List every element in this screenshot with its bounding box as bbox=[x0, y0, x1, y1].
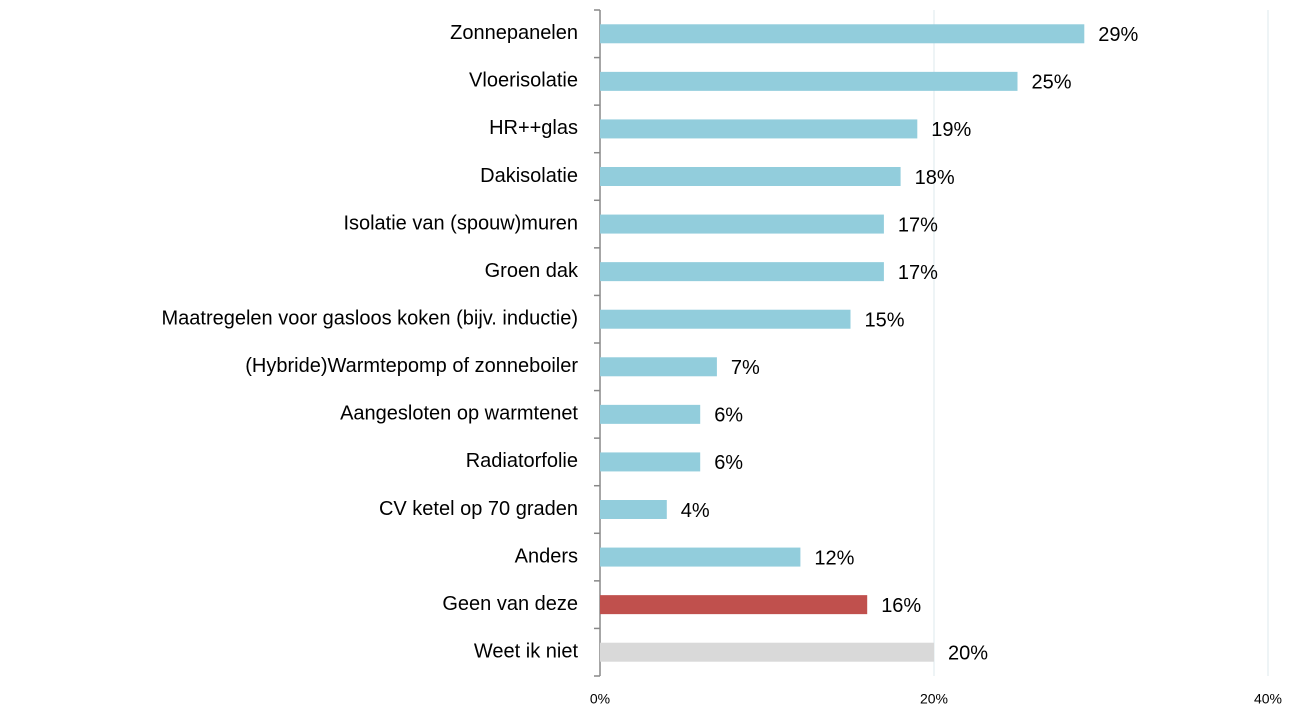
category-label: HR++glas bbox=[489, 117, 578, 139]
bar bbox=[600, 24, 1085, 44]
value-label: 18% bbox=[915, 167, 955, 189]
category-label: Maatregelen voor gasloos koken (bijv. in… bbox=[161, 307, 578, 329]
category-label: Dakisolatie bbox=[480, 165, 578, 187]
category-label: CV ketel op 70 graden bbox=[379, 498, 578, 520]
category-label: Aangesloten op warmtenet bbox=[340, 403, 578, 425]
bar bbox=[600, 71, 1018, 91]
category-label: Isolatie van (spouw)muren bbox=[343, 212, 578, 234]
value-label: 6% bbox=[714, 405, 743, 427]
bar bbox=[600, 547, 801, 567]
category-label: Zonnepanelen bbox=[450, 22, 578, 44]
bar bbox=[600, 452, 701, 472]
x-tick-label: 0% bbox=[590, 691, 610, 707]
category-label: Weet ik niet bbox=[474, 640, 579, 662]
value-label: 7% bbox=[731, 357, 760, 379]
bar bbox=[600, 167, 901, 186]
value-label: 15% bbox=[865, 309, 905, 331]
value-label: 29% bbox=[1098, 24, 1138, 46]
bar bbox=[600, 500, 667, 519]
bar bbox=[600, 595, 868, 615]
bar bbox=[600, 262, 884, 282]
value-label: 19% bbox=[931, 119, 971, 141]
bar bbox=[600, 642, 934, 662]
value-label: 17% bbox=[898, 214, 938, 236]
category-label: Geen van deze bbox=[442, 593, 578, 615]
value-label: 12% bbox=[814, 547, 854, 569]
value-label: 17% bbox=[898, 262, 938, 284]
value-label: 25% bbox=[1032, 72, 1072, 94]
bar bbox=[600, 309, 851, 329]
value-label: 20% bbox=[948, 642, 988, 664]
category-label: Vloerisolatie bbox=[469, 70, 578, 92]
category-label: Groen dak bbox=[485, 260, 579, 282]
category-label: Anders bbox=[515, 545, 578, 567]
value-label: 4% bbox=[681, 500, 710, 522]
x-tick-label: 40% bbox=[1254, 691, 1282, 707]
category-label: Radiatorfolie bbox=[466, 450, 578, 472]
bar bbox=[600, 404, 701, 424]
bar bbox=[600, 214, 884, 234]
bar bbox=[600, 119, 918, 139]
bar bbox=[600, 357, 717, 377]
x-tick-label: 20% bbox=[920, 691, 948, 707]
value-label: 6% bbox=[714, 452, 743, 474]
category-label: (Hybride)Warmtepomp of zonneboiler bbox=[245, 355, 578, 377]
value-label: 16% bbox=[881, 595, 921, 617]
